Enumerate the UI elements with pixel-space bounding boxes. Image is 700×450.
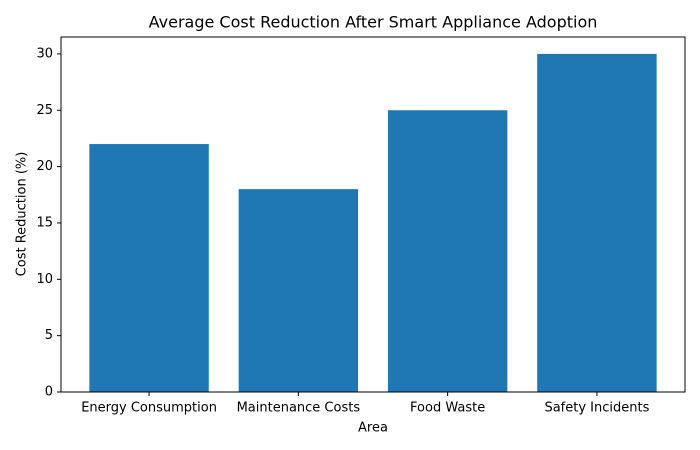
y-tick-label: 20 <box>36 159 53 174</box>
y-tick-label: 25 <box>36 103 53 118</box>
y-tick-label: 5 <box>45 328 53 343</box>
chart-title: Average Cost Reduction After Smart Appli… <box>149 13 598 32</box>
bar <box>238 189 359 392</box>
x-tick-label: Energy Consumption <box>81 401 217 416</box>
y-tick-label: 0 <box>45 385 53 400</box>
bar <box>537 53 657 393</box>
bar <box>387 110 508 392</box>
y-tick-label: 30 <box>36 46 53 61</box>
bar <box>89 144 209 392</box>
x-axis-label: Area <box>358 421 388 436</box>
x-tick-label: Food Waste <box>410 401 485 416</box>
x-tick-label: Maintenance Costs <box>237 401 361 416</box>
y-tick-label: 15 <box>36 215 53 230</box>
y-tick-label: 10 <box>36 272 53 287</box>
axes-frame <box>60 36 686 393</box>
y-axis-label: Cost Reduction (%) <box>15 152 30 277</box>
x-tick-label: Safety Incidents <box>544 401 649 416</box>
